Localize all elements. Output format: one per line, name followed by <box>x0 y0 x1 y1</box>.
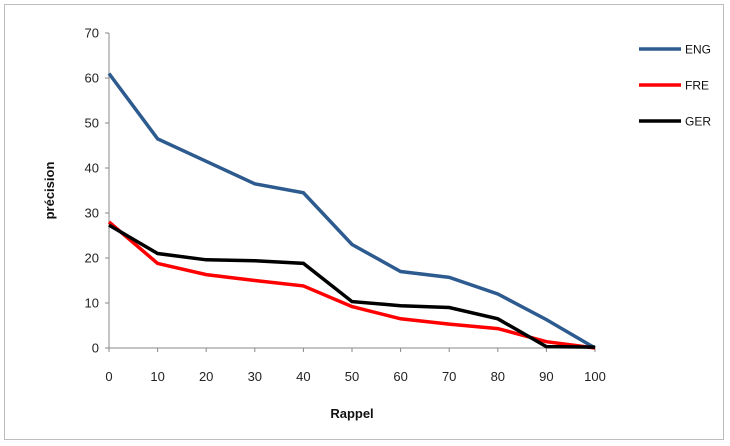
x-tick-label: 60 <box>393 369 407 384</box>
x-axis-title: Rappel <box>330 406 373 421</box>
x-tick-label: 100 <box>584 369 606 384</box>
y-tick-label: 30 <box>85 206 99 221</box>
y-tick-label: 60 <box>85 71 99 86</box>
x-tick-labels: 0 10 20 30 40 50 60 70 80 90 100 <box>105 348 606 384</box>
y-tick-label: 10 <box>85 296 99 311</box>
x-tick-label: 20 <box>199 369 213 384</box>
y-tick-label: 40 <box>85 161 99 176</box>
line-chart: 0 10 20 30 40 50 60 70 0 10 20 30 40 50 60 70 80 90 100 E… <box>42 26 711 422</box>
x-tick-label: 40 <box>296 369 310 384</box>
legend-label-fre: FRE <box>685 79 709 93</box>
y-tick-label: 20 <box>85 251 99 266</box>
y-tick-label: 0 <box>92 341 99 356</box>
legend-label-ger: GER <box>685 115 711 129</box>
x-tick-label: 70 <box>442 369 456 384</box>
series-line-eng <box>107 72 596 350</box>
y-axis-title: précision <box>42 162 57 220</box>
x-tick-label: 80 <box>491 369 505 384</box>
series-line-ger <box>108 223 596 349</box>
y-tick-label: 70 <box>85 26 99 41</box>
legend-label-eng: ENG <box>685 43 711 57</box>
y-tick-labels: 0 10 20 30 40 50 60 70 <box>85 26 109 356</box>
x-tick-label: 90 <box>539 369 553 384</box>
x-tick-label: 30 <box>248 369 262 384</box>
chart-area: 0 10 20 30 40 50 60 70 0 10 20 30 40 50 60 70 80 90 100 E… <box>4 4 724 440</box>
x-tick-label: 0 <box>105 369 112 384</box>
y-tick-label: 50 <box>85 116 99 131</box>
x-tick-label: 10 <box>150 369 164 384</box>
series-lines <box>107 72 596 350</box>
legend: ENG FRE GER <box>639 43 711 129</box>
series-line-fre <box>107 220 596 350</box>
x-tick-label: 50 <box>345 369 359 384</box>
